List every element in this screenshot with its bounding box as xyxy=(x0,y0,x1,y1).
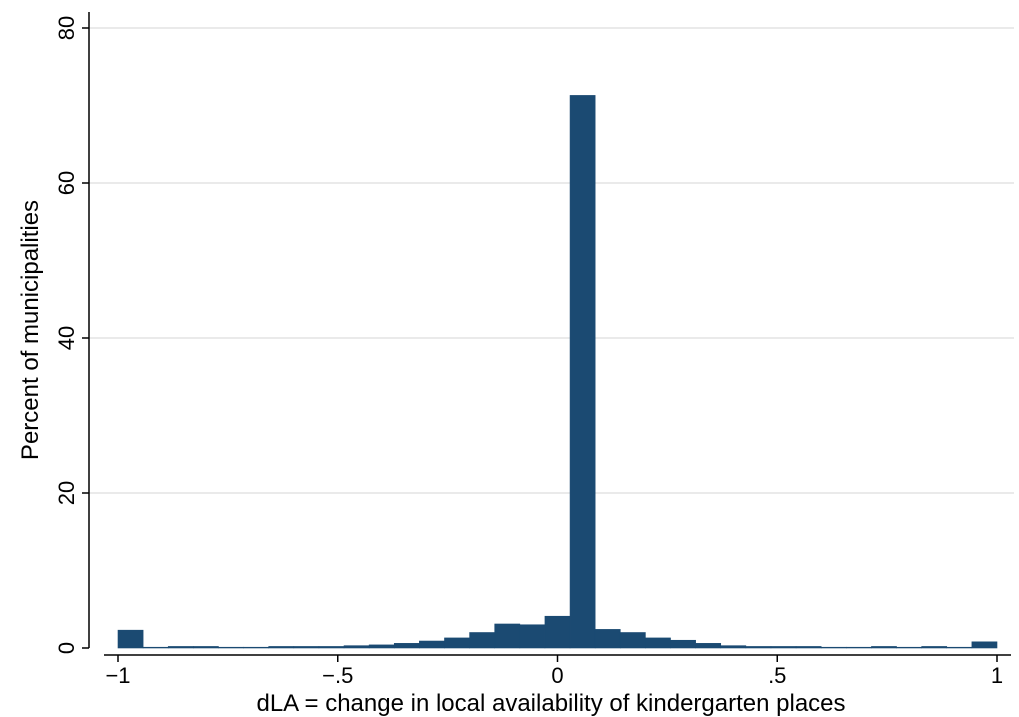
bars xyxy=(117,95,998,649)
x-tick-label: 1 xyxy=(991,663,1003,688)
histogram-bar xyxy=(142,646,169,649)
histogram-bar xyxy=(494,623,521,649)
histogram-bar xyxy=(745,646,772,649)
histogram-bar xyxy=(218,646,244,649)
histogram-bar xyxy=(645,637,671,649)
histogram-bar xyxy=(846,646,872,649)
x-axis-title: dLA = change in local availability of ki… xyxy=(256,690,845,717)
y-tick-label: 0 xyxy=(54,642,79,654)
histogram-bar xyxy=(594,629,621,649)
histogram-bar xyxy=(167,646,194,649)
histogram-bar xyxy=(770,646,797,649)
histogram-bar xyxy=(670,639,696,649)
histogram-bar xyxy=(720,645,747,649)
x-tick-label: .5 xyxy=(768,663,786,688)
y-axis-title: Percent of municipalities xyxy=(17,200,44,460)
histogram-bar xyxy=(921,646,948,649)
histogram-bar xyxy=(544,615,571,649)
histogram-bar xyxy=(193,646,219,649)
histogram-bar xyxy=(619,632,646,649)
gridlines xyxy=(89,27,1014,494)
y-axis-ticks: 0 20 40 60 80 xyxy=(54,16,89,654)
y-tick-label: 20 xyxy=(54,481,79,505)
histogram-bar xyxy=(318,646,345,649)
y-tick-label: 80 xyxy=(54,16,79,40)
histogram-bar xyxy=(569,95,596,649)
x-tick-label: −1 xyxy=(105,663,130,688)
histogram-bar xyxy=(820,646,847,649)
histogram-bar xyxy=(419,640,445,649)
histogram-bar xyxy=(896,646,922,649)
y-tick-label: 60 xyxy=(54,171,79,195)
histogram-bar xyxy=(946,646,973,649)
histogram-bar xyxy=(117,629,144,649)
histogram-bar xyxy=(243,646,269,649)
x-tick-label: −.5 xyxy=(322,663,353,688)
histogram-bar xyxy=(971,641,998,649)
histogram-bar xyxy=(343,645,370,649)
histogram-bar xyxy=(469,632,496,649)
x-axis-ticks: −1 −.5 0 .5 1 xyxy=(105,655,1003,688)
histogram-bar xyxy=(519,624,546,649)
histogram-bar xyxy=(268,646,295,649)
x-tick-label: 0 xyxy=(551,663,563,688)
histogram-bar xyxy=(393,643,420,649)
histogram-bar xyxy=(795,646,822,649)
histogram-bar xyxy=(444,637,470,649)
histogram-bar xyxy=(871,646,897,649)
histogram-bar xyxy=(695,643,722,649)
histogram-bar xyxy=(293,646,320,649)
y-tick-label: 40 xyxy=(54,326,79,350)
histogram-bar xyxy=(368,644,395,649)
